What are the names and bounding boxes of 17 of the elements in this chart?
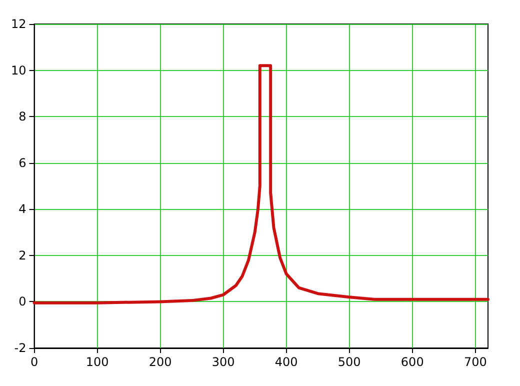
- x-tick-label: 500: [338, 355, 361, 369]
- y-tick-label: 8: [18, 110, 26, 124]
- x-tick-label: 0: [30, 355, 38, 369]
- y-tick-label: 2: [18, 248, 26, 262]
- y-tick-label: 0: [18, 294, 26, 309]
- y-tick-label: -2: [14, 341, 26, 355]
- x-tick-label: 100: [86, 355, 109, 369]
- y-tick-label: 10: [10, 63, 26, 78]
- x-tick-label: 600: [400, 355, 424, 369]
- y-tick-label: 6: [18, 156, 26, 170]
- y-tick-label: 4: [18, 202, 26, 216]
- x-tick-label: 400: [274, 355, 298, 369]
- line-series: [32, 64, 490, 304]
- x-tick-label: 700: [464, 355, 487, 369]
- x-tick-label: 300: [212, 355, 235, 369]
- x-tick-label: 200: [148, 355, 172, 369]
- y-tick-label: 12: [10, 17, 26, 31]
